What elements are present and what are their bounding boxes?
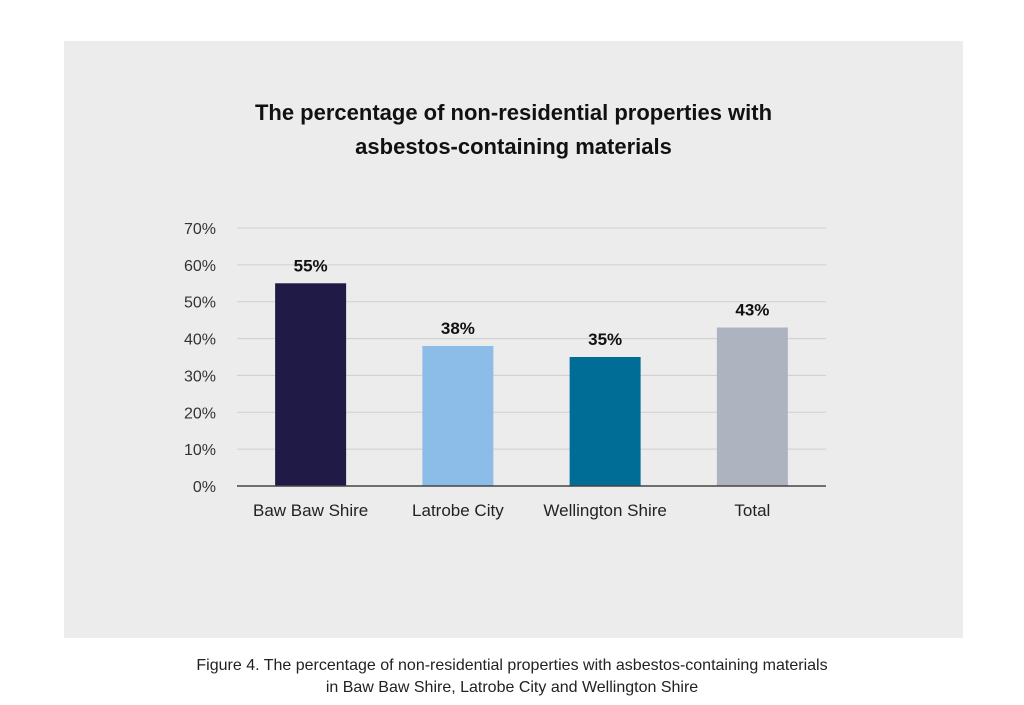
bar-wellington-shire — [569, 357, 641, 486]
chart-title: The percentage of non-residential proper… — [64, 96, 963, 164]
x-tick-label: Total — [734, 501, 770, 520]
y-tick-label: 10% — [184, 442, 216, 459]
bar-latrobe-city — [422, 345, 494, 486]
bars — [275, 283, 788, 486]
data-label: 35% — [588, 330, 622, 349]
data-label: 38% — [441, 319, 475, 338]
y-axis-ticks: 0% 10% 20% 30% 40% 50% 60% 70% — [184, 221, 216, 496]
y-tick-label: 70% — [184, 221, 216, 238]
x-axis-ticks: Baw Baw Shire Latrobe City Wellington Shir… — [253, 501, 770, 520]
figure-caption-line-2: in Baw Baw Shire, Latrobe City and Welli… — [325, 679, 699, 696]
y-tick-label: 50% — [184, 295, 216, 312]
y-tick-label: 0% — [193, 479, 216, 496]
bar-total — [716, 327, 788, 486]
figure-caption-line-1: Figure 4. The percentage of non-resident… — [196, 657, 828, 674]
bar-baw-baw-shire — [275, 283, 347, 486]
y-tick-label: 40% — [184, 332, 216, 349]
chart-title-line-1: The percentage of non-residential proper… — [254, 100, 773, 125]
chart-title-line-2: asbestos-containing materials — [355, 134, 672, 159]
x-tick-label: Baw Baw Shire — [253, 501, 368, 520]
y-tick-label: 20% — [184, 405, 216, 422]
y-tick-label: 60% — [184, 258, 216, 275]
y-tick-label: 30% — [184, 368, 216, 385]
x-tick-label: Latrobe City — [412, 501, 504, 520]
data-labels: 55% 38% 35% 43% — [294, 256, 770, 349]
chart-panel — [64, 41, 963, 638]
figure-caption: Figure 4. The percentage of non-resident… — [0, 655, 1024, 699]
x-tick-label: Wellington Shire — [543, 501, 666, 520]
data-label: 55% — [294, 256, 328, 275]
data-label: 43% — [735, 301, 769, 320]
